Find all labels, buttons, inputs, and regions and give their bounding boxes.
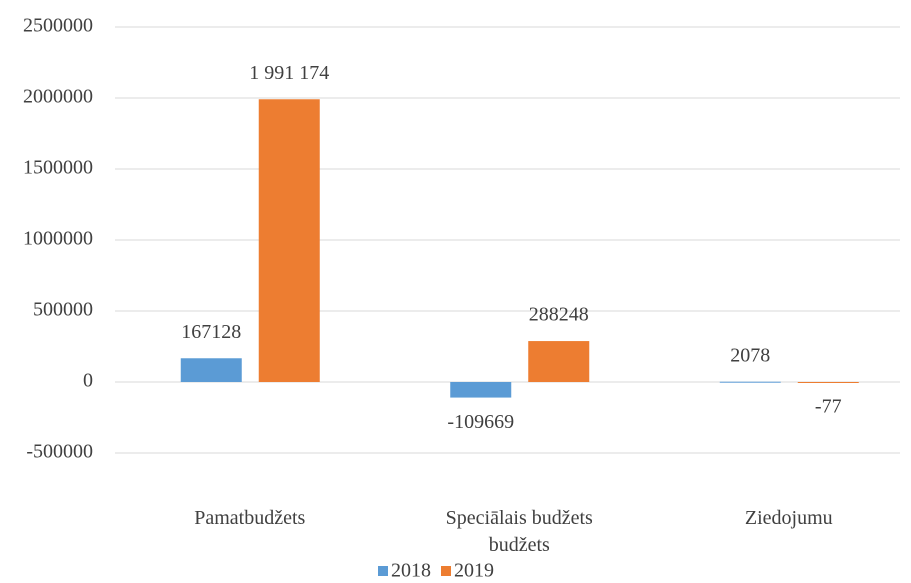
bar <box>180 358 242 382</box>
y-tick-label: 2000000 <box>23 86 93 108</box>
legend-swatch <box>441 566 451 576</box>
data-label: -77 <box>815 396 842 418</box>
legend-label: 2018 <box>391 560 431 582</box>
x-tick-label: Speciālais budžets budžets <box>446 507 593 556</box>
legend-swatch <box>378 566 388 576</box>
bar <box>450 382 512 398</box>
bar <box>528 341 590 382</box>
bar <box>797 382 859 383</box>
data-label: 167128 <box>181 321 241 343</box>
legend-label: 2019 <box>454 560 494 582</box>
y-tick-label: -500000 <box>26 441 93 463</box>
data-label: 2078 <box>730 344 770 366</box>
data-label: 288248 <box>529 304 589 326</box>
y-tick-label: 1500000 <box>23 157 93 179</box>
data-label: -109669 <box>447 411 514 433</box>
bar <box>258 99 320 382</box>
x-tick-label: Pamatbudžets <box>194 507 305 529</box>
y-tick-label: 0 <box>83 370 93 392</box>
y-tick-label: 2500000 <box>23 15 93 37</box>
data-label: 1 991 174 <box>249 62 329 84</box>
bar <box>719 381 781 383</box>
y-tick-label: 500000 <box>33 299 93 321</box>
y-tick-label: 1000000 <box>23 228 93 250</box>
x-tick-label: Ziedojumu <box>745 507 833 529</box>
